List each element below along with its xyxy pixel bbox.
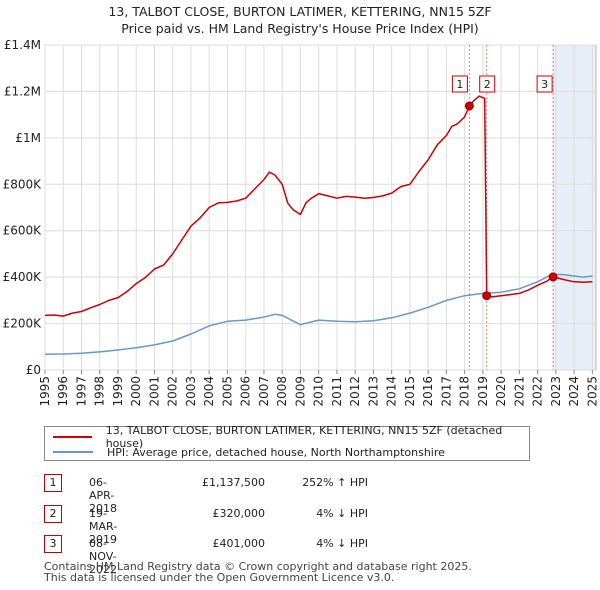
y-tick-label: £0 (26, 363, 41, 377)
x-tick-label: 2011 (330, 376, 344, 407)
x-tick-label: 2020 (494, 376, 508, 407)
x-tick-label: 2013 (366, 376, 380, 407)
x-tick-label: 2008 (275, 376, 289, 407)
x-tick-label: 2001 (147, 376, 161, 407)
transaction-number-badge: 3 (44, 535, 62, 553)
footer-line-2: This data is licensed under the Open Gov… (44, 571, 395, 584)
x-tick-label: 1998 (93, 376, 107, 407)
y-tick-label: £600K (3, 224, 43, 238)
x-tick-label: 1999 (111, 376, 125, 407)
legend-label-property: 13, TALBOT CLOSE, BURTON LATIMER, KETTER… (105, 424, 503, 450)
price-chart: £0 £200K £400K £600K £800K £1M £1.2M £1.4M 1995 1… (3, 38, 600, 407)
sale-label-box (536, 75, 553, 93)
legend-entry-property: 13, TALBOT CLOSE, BURTON LATIMER, KETTER… (53, 424, 529, 450)
x-tick-label: 2023 (549, 376, 563, 407)
legend-swatch-property (53, 436, 92, 438)
legend: 13, TALBOT CLOSE, BURTON LATIMER, KETTER… (44, 424, 530, 461)
y-tick-label: £200K (3, 317, 43, 331)
sale-point (464, 101, 474, 111)
transaction-hpi-change: 252% ↑ HPI (302, 476, 368, 489)
transaction-date: 08-NOV-2022 (89, 537, 117, 576)
x-tick-label: 2016 (421, 376, 435, 407)
x-tick-label: 2002 (166, 376, 180, 407)
transaction-number-badge: 1 (44, 474, 62, 492)
x-tick-label: 2024 (567, 376, 581, 407)
y-tick-label: £1.2M (4, 84, 41, 98)
transaction-hpi-change: 4% ↓ HPI (316, 537, 368, 550)
transaction-price: £1,137,500 (202, 476, 265, 489)
x-tick-label: 2005 (220, 376, 234, 407)
sale-point (548, 272, 558, 282)
x-tick-label: 2009 (293, 376, 307, 407)
title-line-1: 13, TALBOT CLOSE, BURTON LATIMER, KETTER… (108, 4, 492, 19)
legend-entry-hpi: HPI: Average price, detached house, Nort… (53, 444, 445, 460)
x-tick-label: 2010 (312, 376, 326, 407)
y-tick-label: £1.4M (4, 38, 41, 52)
sale-label-box (451, 75, 468, 93)
x-tick-label: 2018 (458, 376, 472, 407)
sale-label: 1 (456, 78, 463, 91)
y-tick-label: £800K (3, 177, 43, 191)
chart-title: 13, TALBOT CLOSE, BURTON LATIMER, KETTER… (0, 3, 600, 37)
footer-line-1: Contains HM Land Registry data © Crown c… (44, 560, 472, 573)
x-tick-label: 2015 (403, 376, 417, 407)
x-tick-label: 2021 (512, 376, 526, 407)
x-tick-label: 2022 (531, 376, 545, 407)
x-tick-label: 2017 (439, 376, 453, 407)
x-tick-label: 2012 (348, 376, 362, 407)
x-tick-label: 2025 (585, 376, 599, 407)
y-tick-label: £400K (3, 270, 43, 284)
x-tick-label: 2007 (257, 376, 271, 407)
sale-label: 3 (541, 78, 548, 91)
x-tick-label: 2019 (476, 376, 490, 407)
legend-swatch-hpi (53, 451, 93, 453)
legend-label-hpi: HPI: Average price, detached house, Nort… (107, 445, 445, 459)
x-tick-label: 2004 (202, 376, 216, 407)
x-tick-label: 2014 (385, 376, 399, 407)
x-tick-label: 1995 (38, 376, 52, 407)
transaction-date: 19-MAR-2019 (89, 507, 118, 546)
x-tick-label: 2003 (184, 376, 198, 407)
x-tick-label: 1997 (74, 376, 88, 407)
property-price-line (44, 95, 593, 317)
x-tick-label: 2000 (129, 376, 143, 407)
x-tick-label: 1996 (56, 376, 70, 407)
footer-attribution: Contains HM Land Registry data © Crown c… (44, 561, 472, 583)
sale-label: 2 (484, 78, 491, 91)
transaction-hpi-change: 4% ↓ HPI (316, 507, 368, 520)
transaction-date: 06-APR-2018 (89, 476, 117, 515)
transaction-price: £320,000 (212, 507, 266, 520)
transaction-price: £401,000 (212, 537, 266, 550)
sale-label-box (479, 75, 496, 93)
hpi-line (44, 272, 593, 355)
y-tick-label: £1M (15, 131, 41, 145)
plot-frame (44, 44, 597, 371)
title-line-2: Price paid vs. HM Land Registry's House … (121, 21, 479, 36)
x-tick-label: 2006 (239, 376, 253, 407)
sale-point (482, 291, 492, 301)
transaction-number-badge: 2 (44, 505, 62, 523)
